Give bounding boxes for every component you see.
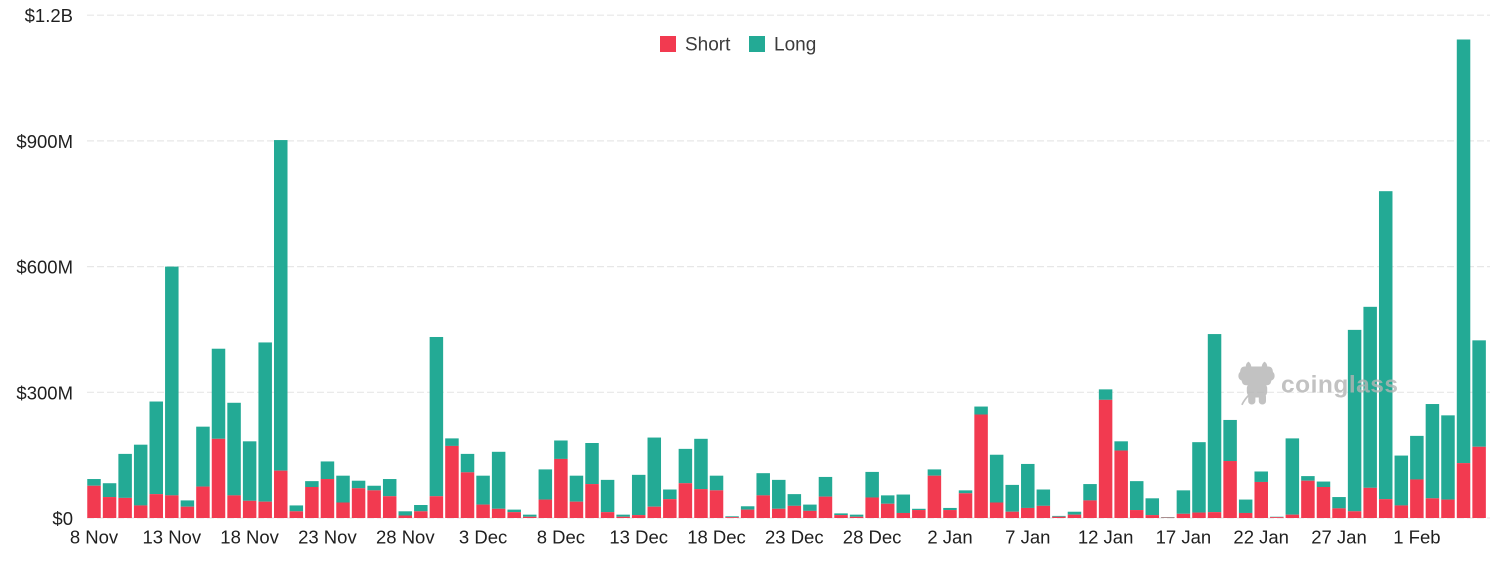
svg-text:8 Nov: 8 Nov [70,527,119,548]
svg-text:$1.2B: $1.2B [25,5,73,26]
svg-text:1 Feb: 1 Feb [1393,527,1440,548]
svg-text:8 Dec: 8 Dec [537,527,585,548]
svg-text:12 Jan: 12 Jan [1078,527,1134,548]
svg-text:$300M: $300M [16,382,73,403]
svg-text:28 Nov: 28 Nov [376,527,435,548]
svg-text:$0: $0 [52,508,73,529]
svg-text:17 Jan: 17 Jan [1156,527,1212,548]
svg-text:7 Jan: 7 Jan [1005,527,1050,548]
svg-text:27 Jan: 27 Jan [1311,527,1367,548]
svg-text:28 Dec: 28 Dec [843,527,902,548]
svg-text:coinglass: coinglass [1281,372,1399,399]
svg-text:3 Dec: 3 Dec [459,527,507,548]
svg-text:23 Dec: 23 Dec [765,527,824,548]
svg-text:$600M: $600M [16,257,73,278]
svg-text:18 Dec: 18 Dec [687,527,746,548]
svg-text:13 Nov: 13 Nov [142,527,201,548]
svg-text:13 Dec: 13 Dec [609,527,668,548]
svg-text:$900M: $900M [16,131,73,152]
svg-text:Long: Long [774,35,816,56]
svg-text:22 Jan: 22 Jan [1233,527,1289,548]
svg-text:23 Nov: 23 Nov [298,527,357,548]
svg-text:18 Nov: 18 Nov [220,527,279,548]
svg-text:2 Jan: 2 Jan [927,527,972,548]
svg-text:Short: Short [685,35,731,56]
